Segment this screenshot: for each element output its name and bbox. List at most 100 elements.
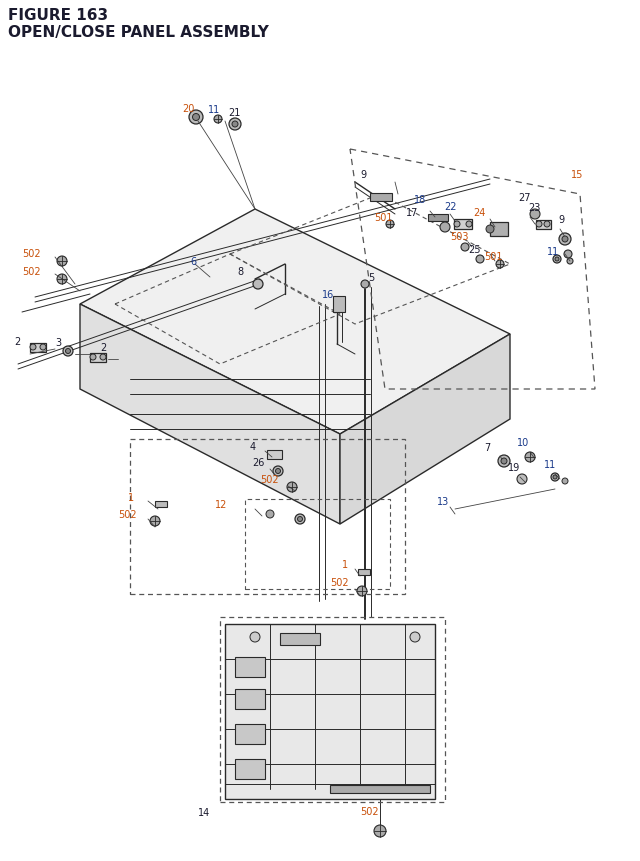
Bar [333, 297, 345, 313]
Bar [330, 785, 430, 793]
Circle shape [214, 116, 222, 124]
Circle shape [461, 244, 469, 251]
Text: FIGURE 163: FIGURE 163 [8, 8, 108, 23]
Text: 501: 501 [374, 213, 392, 223]
Circle shape [150, 517, 160, 526]
Circle shape [525, 453, 535, 462]
Bar [30, 343, 46, 352]
Bar [454, 220, 472, 230]
Bar [235, 689, 265, 709]
Circle shape [498, 455, 510, 468]
Circle shape [476, 256, 484, 263]
Polygon shape [340, 335, 510, 524]
Circle shape [551, 474, 559, 481]
Circle shape [298, 517, 303, 522]
Circle shape [544, 222, 550, 228]
Bar [536, 220, 551, 229]
Text: 4: 4 [250, 442, 256, 451]
Text: 13: 13 [437, 497, 449, 506]
Bar [280, 633, 320, 645]
Text: 502: 502 [22, 267, 40, 276]
Text: 20: 20 [182, 104, 195, 114]
Bar [235, 657, 265, 678]
Circle shape [496, 261, 504, 269]
Circle shape [530, 210, 540, 220]
Polygon shape [225, 624, 435, 799]
Circle shape [374, 825, 386, 837]
Text: 502: 502 [260, 474, 278, 485]
Circle shape [189, 111, 203, 125]
Text: 16: 16 [322, 289, 334, 300]
Circle shape [253, 280, 263, 289]
Circle shape [486, 226, 494, 233]
Circle shape [266, 511, 274, 518]
Bar [235, 759, 265, 779]
Text: 1: 1 [342, 560, 348, 569]
Text: 3: 3 [55, 338, 61, 348]
Text: 9: 9 [558, 214, 564, 225]
Circle shape [386, 220, 394, 229]
Circle shape [562, 237, 568, 243]
Circle shape [273, 467, 283, 476]
Text: 12: 12 [215, 499, 227, 510]
Circle shape [57, 275, 67, 285]
Circle shape [567, 258, 573, 264]
Text: 5: 5 [368, 273, 374, 282]
Circle shape [564, 251, 572, 258]
Bar [90, 353, 106, 362]
Text: 21: 21 [228, 108, 241, 118]
Text: 502: 502 [330, 578, 349, 587]
Text: 502: 502 [360, 806, 379, 816]
Text: OPEN/CLOSE PANEL ASSEMBLY: OPEN/CLOSE PANEL ASSEMBLY [8, 25, 269, 40]
Text: 11: 11 [208, 105, 220, 115]
Text: 8: 8 [237, 267, 243, 276]
Text: 23: 23 [528, 202, 540, 213]
Circle shape [90, 355, 96, 361]
Text: 503: 503 [450, 232, 468, 242]
Circle shape [562, 479, 568, 485]
Bar [155, 501, 167, 507]
Circle shape [440, 223, 450, 232]
Bar [235, 724, 265, 744]
Circle shape [553, 256, 561, 263]
Circle shape [250, 632, 260, 642]
Bar [428, 214, 448, 221]
Circle shape [40, 344, 46, 350]
Bar [245, 499, 390, 589]
Text: 18: 18 [414, 195, 426, 205]
Text: 501: 501 [484, 251, 502, 262]
Circle shape [410, 632, 420, 642]
Text: 502: 502 [22, 249, 40, 258]
Circle shape [501, 458, 507, 464]
Circle shape [466, 222, 472, 228]
Text: 1: 1 [128, 492, 134, 503]
Text: 17: 17 [406, 208, 419, 218]
Circle shape [229, 119, 241, 131]
Bar [358, 569, 370, 575]
Circle shape [275, 469, 280, 474]
Text: 11: 11 [544, 460, 556, 469]
Text: 24: 24 [473, 208, 485, 218]
Circle shape [536, 222, 542, 228]
Bar [490, 223, 508, 237]
Circle shape [193, 115, 200, 121]
Circle shape [63, 347, 73, 356]
Circle shape [357, 586, 367, 597]
Text: 7: 7 [484, 443, 490, 453]
Circle shape [65, 349, 70, 354]
Bar [267, 450, 282, 459]
Circle shape [295, 514, 305, 524]
Text: 2: 2 [100, 343, 106, 353]
Text: 11: 11 [547, 247, 559, 257]
Text: 9: 9 [360, 170, 366, 180]
Text: 15: 15 [571, 170, 584, 180]
Text: 19: 19 [508, 462, 520, 473]
Circle shape [454, 222, 460, 228]
Circle shape [559, 233, 571, 245]
Text: 2: 2 [14, 337, 20, 347]
Text: 14: 14 [198, 807, 211, 817]
Circle shape [30, 344, 36, 350]
Circle shape [287, 482, 297, 492]
Text: 25: 25 [468, 245, 481, 255]
Polygon shape [80, 305, 340, 524]
